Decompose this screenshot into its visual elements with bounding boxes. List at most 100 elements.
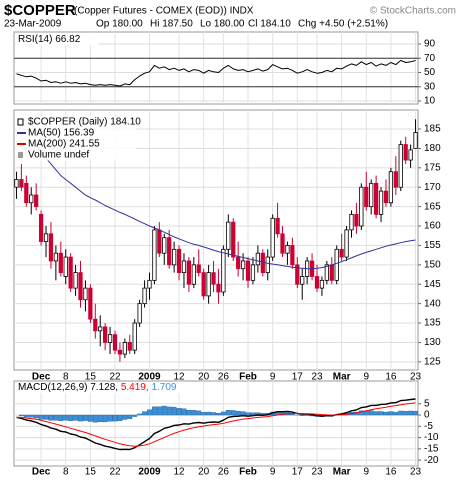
candle-body [186,260,192,285]
candle-body [58,252,63,273]
ma-line [35,144,416,270]
y-tick-label: -5 [424,421,433,432]
x-tick-label: 15 [85,467,97,478]
candle-body [329,264,334,281]
quote-item: Hi 187.50 [150,19,193,30]
histogram-bar [245,412,251,416]
histogram-bar [73,414,79,421]
histogram-bar [87,414,93,422]
histogram-bar [112,414,118,422]
histogram-bar [107,414,113,422]
candle-body [408,149,413,161]
title-bg [16,33,98,45]
candle-body [393,171,398,188]
histogram-bar [220,411,226,416]
candle-body [201,272,206,297]
candle-body [226,221,231,250]
histogram-bar [166,406,172,416]
panel-frame [13,109,419,371]
macd-line [16,398,416,451]
histogram-bar [97,414,103,423]
candle-body [181,260,187,273]
histogram-bar [147,409,152,416]
legend-label: MA(50) 156.39 [28,128,95,139]
description: (Copper Futures - COMEX (EOD)) INDX [74,6,254,17]
candle-body [19,179,24,188]
histogram-bar [78,414,83,422]
y-tick-label: -15 [424,444,439,455]
y-tick-label: 160 [424,221,441,232]
candle-body [24,182,29,204]
histogram-bar [43,414,49,420]
candle-body [240,260,246,270]
candle-body [103,326,108,343]
x-tick-label: 9 [363,467,369,478]
candle-body [295,264,300,285]
histogram-bar [363,410,369,416]
histogram-bar [102,414,108,423]
y-tick-label: 185 [424,124,441,135]
candle-body [349,213,354,231]
histogram-bar [240,411,246,416]
candle-body [413,132,418,149]
candle-body [319,279,325,289]
y-tick-label: 165 [424,201,441,212]
histogram-bar [393,411,399,416]
histogram-bar [235,411,241,416]
legend-bg [16,149,136,161]
panel-title: MACD(12,26,9) 7.128, 5.419, 1.709 [18,382,177,393]
legend-icon [18,152,23,158]
y-tick-label: 145 [424,279,441,290]
y-tick-label: 125 [424,356,441,367]
symbol: $COPPER [4,2,76,19]
y-tick-label: 155 [424,240,441,251]
x-tick-label: 8 [63,467,69,478]
histogram-bar [196,410,202,416]
panel-title: RSI(14) 66.82 [18,34,81,45]
candle-body [344,229,349,258]
x-tick-label: 8 [63,372,69,383]
y-tick-label: 180 [424,143,441,154]
candle-body [53,252,59,262]
candle-body [107,334,113,343]
histogram-bar [408,410,414,416]
rsi-line [16,59,416,87]
candle-body [339,248,344,258]
x-tick-label: 2009 [138,467,161,478]
x-tick-label: 16 [385,467,397,478]
y-tick-label: 70 [424,53,436,64]
histogram-bar [299,414,305,416]
histogram-bar [142,411,147,416]
candle-body [176,248,182,273]
candle-body [354,213,359,227]
histogram-bar [132,414,138,417]
title-part: RSI(14) 66.82 [18,34,81,45]
macd-line [16,402,416,447]
candle-body [167,237,172,266]
candle-body [63,256,68,277]
candle-body [300,276,305,285]
y-tick-label: 175 [424,162,441,173]
candle-body [88,287,93,320]
histogram-bar [33,414,39,419]
y-tick-label: 90 [424,39,436,50]
candle-body [270,217,275,258]
candle-body [132,322,137,351]
candle-body [191,264,196,285]
x-tick-label: 9 [270,467,276,478]
title-part: 7.128, [90,382,118,393]
candle-body [236,256,241,270]
x-tick-label: 2009 [138,372,161,383]
quote-item: Lo 180.00 [200,19,245,30]
candle-body [29,194,34,204]
y-tick-label: 5 [424,398,430,409]
histogram-bar [250,412,256,416]
candle-body [364,186,369,208]
candle-body [14,179,19,188]
candle-body [334,248,339,281]
x-tick-label: 23 [311,372,323,383]
candle-body [68,256,73,289]
quote-item: Op 180.00 [96,19,143,30]
histogram-bar [206,411,212,416]
quote-item: Cl 184.10 [248,19,291,30]
